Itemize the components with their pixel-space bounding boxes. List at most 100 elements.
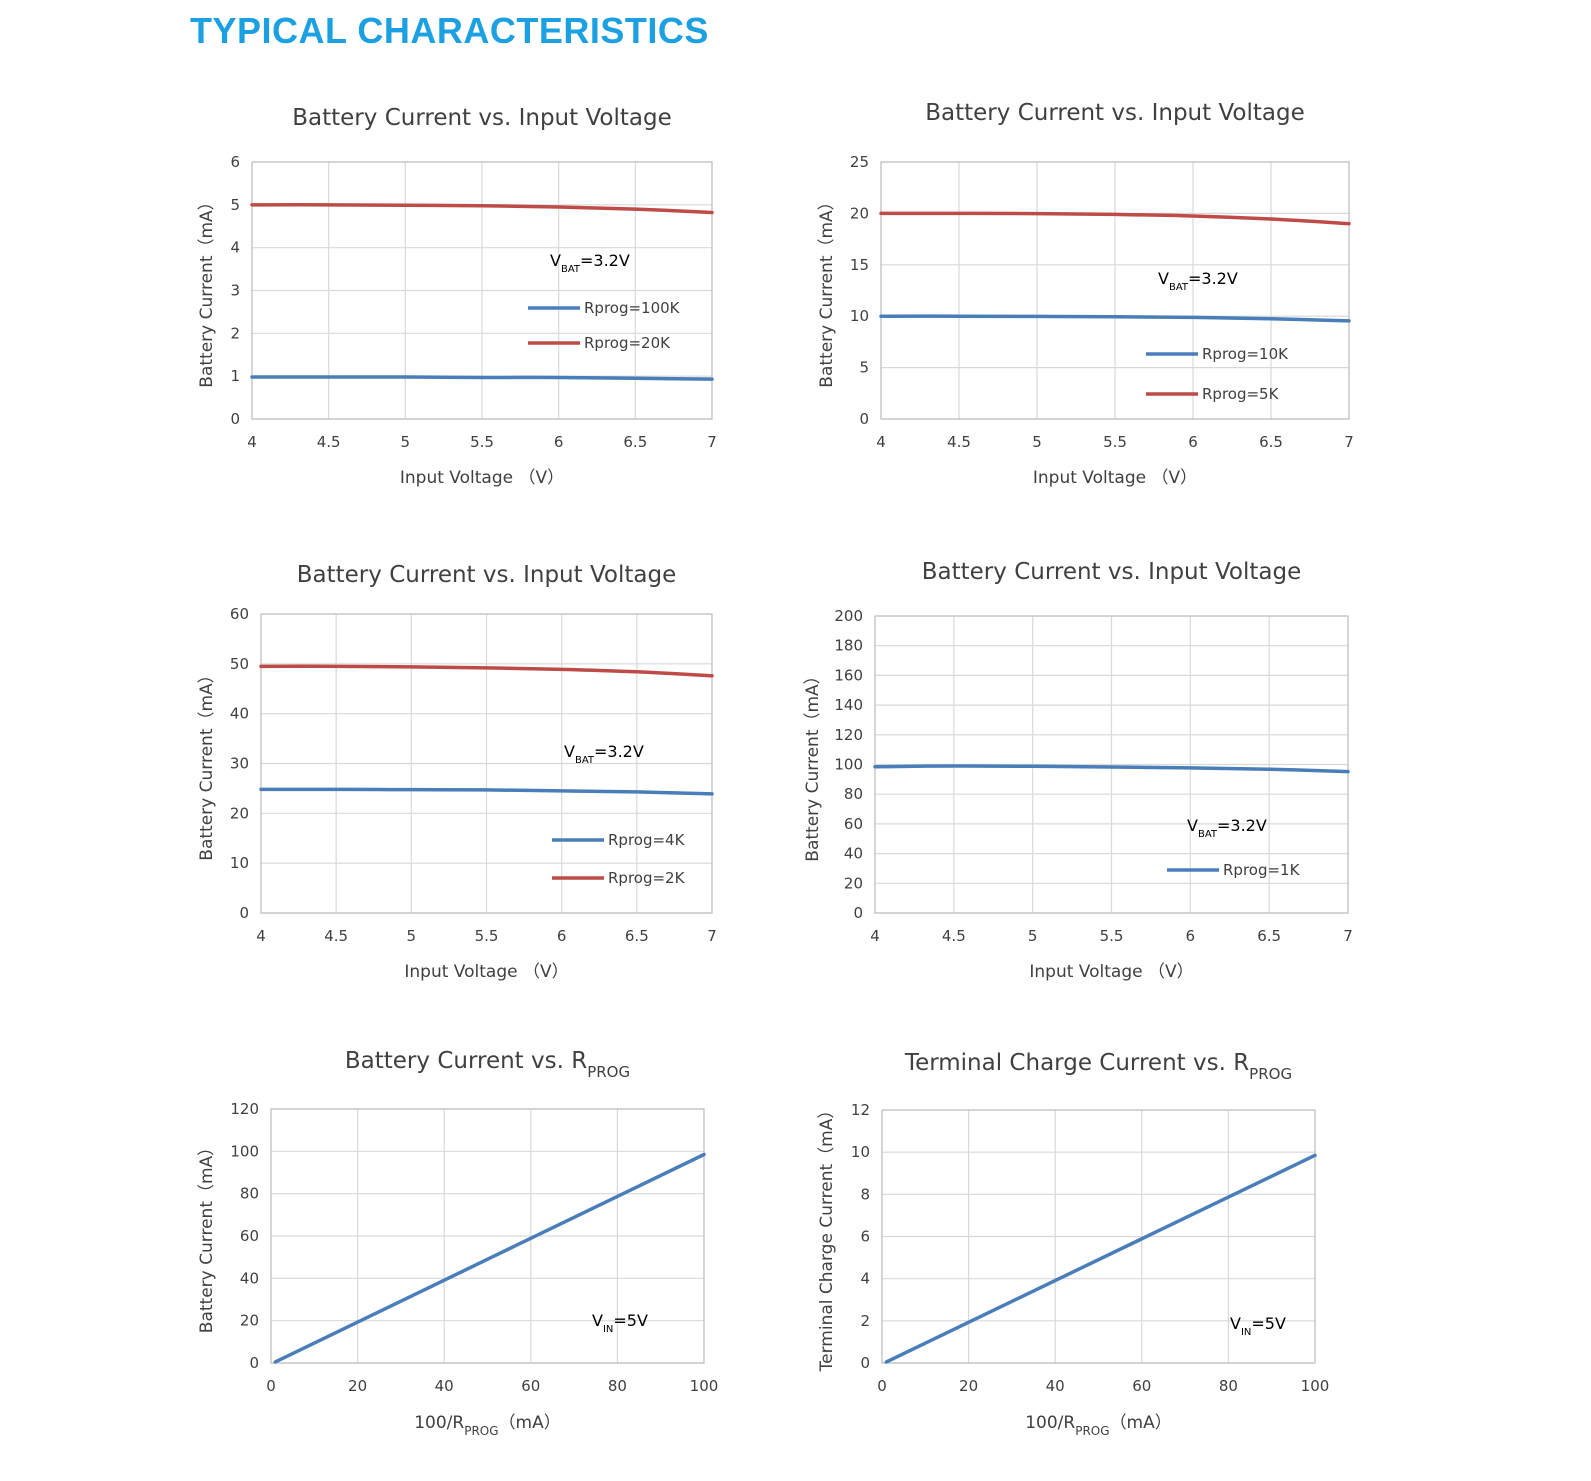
x-tick-label: 80 [1219,1377,1238,1395]
x-axis-label: 100/RPROG（mA） [1025,1413,1172,1438]
y-tick-label: 80 [240,1185,259,1203]
y-tick-label: 120 [230,1100,259,1118]
legend-label: Rprog=4K [608,831,686,849]
x-tick-label: 5 [401,433,411,451]
x-tick-label: 4 [247,433,257,451]
y-tick-label: 12 [851,1101,870,1119]
y-tick-label: 180 [834,637,863,655]
x-tick-label: 20 [348,1377,367,1395]
y-tick-label: 80 [844,785,863,803]
x-tick-label: 20 [959,1377,978,1395]
y-tick-label: 10 [850,307,869,325]
x-tick-label: 80 [608,1377,627,1395]
y-tick-label: 20 [230,804,249,822]
condition-annotation: VIN=5V [1230,1314,1286,1338]
condition-annotation: VBAT=3.2V [1187,816,1267,840]
series-line-1 [879,314,1351,323]
x-tick-label: 40 [435,1377,454,1395]
x-tick-label: 40 [1046,1377,1065,1395]
series-line-2 [250,203,714,215]
series-line-1 [250,375,714,381]
x-tick-label: 100 [690,1377,719,1395]
x-axis-label: Input Voltage （V） [400,468,564,488]
x-tick-label: 7 [1343,927,1353,945]
y-tick-label: 100 [230,1142,259,1160]
x-tick-label: 60 [1132,1377,1151,1395]
x-tick-label: 6 [1186,927,1196,945]
plot-frame [251,161,713,420]
chart-title: Battery Current vs. Input Voltage [292,105,672,131]
x-axis-label: Input Voltage （V） [1033,468,1197,488]
x-tick-label: 6 [557,927,567,945]
y-tick-label: 2 [860,1312,870,1330]
condition-annotation: VIN=5V [592,1311,648,1335]
x-tick-label: 4 [876,433,886,451]
y-tick-label: 5 [230,196,240,214]
y-tick-label: 50 [230,655,249,673]
y-tick-label: 20 [240,1312,259,1330]
chart-battery-current-vs-input-voltage-3: Battery Current vs. Input Voltage 0 10 20 30… [197,562,717,982]
gridlines [881,1109,1316,1364]
y-tick-label: 10 [230,854,249,872]
y-tick-label: 6 [860,1228,870,1246]
x-tick-label: 5 [407,927,417,945]
legend-label: Rprog=2K [608,869,686,887]
x-tick-label: 4 [256,927,266,945]
x-tick-label: 5.5 [475,927,499,945]
series-line-2 [879,211,1351,226]
y-tick-label: 30 [230,755,249,773]
y-axis-label: Terminal Charge Current（mA） [817,1102,837,1373]
series-line-1 [259,787,714,796]
page-title: TYPICAL CHARACTERISTICS [190,10,709,51]
plot-frame [881,1109,1316,1364]
condition-annotation: VBAT=3.2V [550,251,630,275]
chart-battery-current-vs-input-voltage-2: Battery Current vs. Input Voltage 0 5 10 15 2… [817,100,1354,488]
y-tick-label: 15 [850,256,869,274]
y-axis-label: Battery Current（mA） [817,193,837,387]
gridlines [880,161,1350,420]
y-tick-label: 0 [853,904,863,922]
x-tick-label: 100 [1301,1377,1330,1395]
x-tick-label: 4.5 [317,433,341,451]
y-tick-label: 0 [860,1354,870,1372]
x-tick-label: 4.5 [947,433,971,451]
chart-battery-current-vs-rprog: Battery Current vs. RPROG 0 20 40 60 80 100 120… [197,1048,719,1438]
y-tick-label: 0 [859,410,869,428]
y-tick-label: 60 [844,815,863,833]
y-axis-label: Battery Current（mA） [197,666,217,860]
x-tick-label: 6.5 [1257,927,1281,945]
x-tick-label: 5.5 [1103,433,1127,451]
y-axis-label: Battery Current（mA） [197,1139,217,1333]
y-axis-label: Battery Current（mA） [803,667,823,861]
x-tick-label: 7 [707,433,717,451]
chart-title: Battery Current vs. Input Voltage [925,100,1305,126]
y-tick-label: 4 [860,1270,870,1288]
x-tick-label: 7 [1344,433,1354,451]
x-tick-label: 4.5 [942,927,966,945]
x-axis-label: Input Voltage （V） [404,962,568,982]
y-tick-label: 1 [230,367,240,385]
plot-frame [880,161,1350,420]
x-tick-label: 6 [1188,433,1198,451]
x-tick-label: 5.5 [470,433,494,451]
x-tick-label: 4.5 [324,927,348,945]
y-tick-label: 5 [859,359,869,377]
y-axis-label: Battery Current（mA） [197,193,217,387]
y-tick-label: 2 [230,324,240,342]
x-axis-label: 100/RPROG（mA） [414,1413,561,1438]
legend-label: Rprog=100K [584,299,681,317]
legend-label: Rprog=5K [1202,385,1280,403]
x-tick-label: 5 [1032,433,1042,451]
chart-title: Terminal Charge Current vs. RPROG [904,1050,1292,1083]
y-tick-label: 10 [851,1143,870,1161]
chart-title: Battery Current vs. Input Voltage [297,562,677,588]
y-tick-label: 4 [230,239,240,257]
chart-title: Battery Current vs. RPROG [345,1048,630,1081]
chart-terminal-charge-current-vs-rprog: Terminal Charge Current vs. RPROG 0 2 4 6 8 10… [817,1050,1330,1438]
x-tick-label: 6.5 [1259,433,1283,451]
y-tick-label: 6 [230,153,240,171]
y-tick-label: 0 [239,904,249,922]
y-tick-label: 0 [230,410,240,428]
x-tick-label: 6.5 [623,433,647,451]
y-tick-label: 0 [249,1354,259,1372]
